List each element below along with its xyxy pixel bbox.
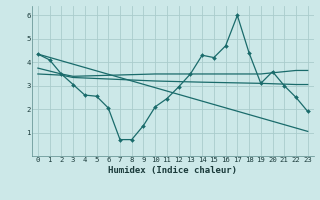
X-axis label: Humidex (Indice chaleur): Humidex (Indice chaleur) [108, 166, 237, 175]
